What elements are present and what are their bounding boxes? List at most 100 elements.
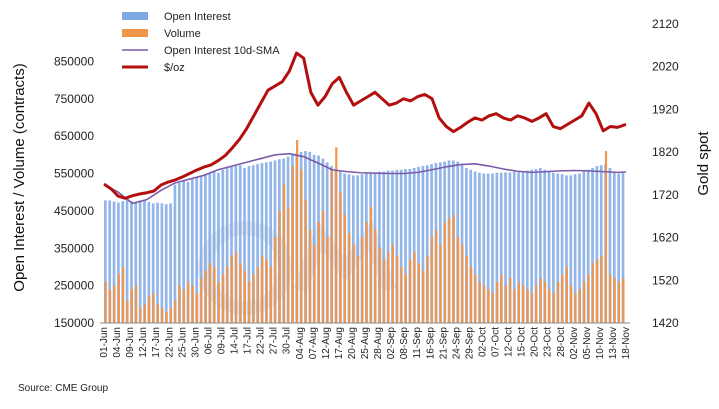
- open-interest-bar: [382, 171, 386, 323]
- open-interest-bar: [569, 175, 573, 323]
- x-tick-label: 07-Aug: [308, 327, 319, 359]
- y-left-tick-label: 450000: [54, 204, 94, 218]
- x-tick-label: 12-Oct: [504, 327, 515, 357]
- x-tick-label: 13-Nov: [608, 327, 619, 359]
- volume-bar: [352, 244, 355, 323]
- volume-bar: [448, 218, 451, 323]
- volume-bar: [374, 229, 377, 323]
- y-right-tick-label: 2120: [652, 17, 679, 31]
- volume-bar: [470, 266, 473, 323]
- open-interest-bar: [534, 169, 538, 323]
- open-interest-bar: [612, 171, 616, 323]
- volume-bar: [135, 285, 138, 323]
- volume-bar: [452, 214, 455, 323]
- volume-bar: [313, 244, 316, 323]
- open-interest-bar: [143, 199, 146, 323]
- volume-bar: [256, 266, 260, 323]
- open-interest-bar: [421, 166, 425, 323]
- volume-bar: [522, 285, 525, 323]
- axes: 150000 250000 350000 450000 550000 650000 7500…: [54, 17, 679, 359]
- open-interest-bar: [395, 169, 399, 323]
- open-interest-bar: [208, 173, 212, 323]
- volume-bar: [496, 281, 499, 323]
- volume-bar: [370, 207, 373, 323]
- open-interest-bar: [438, 162, 442, 323]
- volume-bar: [526, 289, 529, 323]
- x-tick-label: 09-Jul: [216, 327, 227, 354]
- volume-bar: [187, 281, 190, 323]
- y-right-tick-label: 1720: [652, 188, 679, 202]
- open-interest-bar: [247, 166, 251, 323]
- open-interest-bar: [225, 167, 229, 323]
- legend-swatch: [122, 29, 148, 37]
- x-tick-label: 22-Jun: [164, 327, 175, 358]
- open-interest-bar: [556, 173, 560, 323]
- y-left-tick-label: 850000: [54, 54, 94, 68]
- x-tick-label: 09-Jun: [125, 327, 136, 358]
- open-interest-bar: [251, 165, 255, 323]
- legend-swatch: [122, 12, 148, 20]
- volume-bar: [548, 289, 551, 323]
- open-interest-bar: [582, 171, 586, 323]
- open-interest-bar: [399, 169, 403, 323]
- volume-bar: [204, 270, 207, 323]
- volume-bar: [291, 166, 294, 323]
- volume-bar: [356, 255, 360, 323]
- open-interest-bar: [199, 175, 203, 323]
- open-interest-bar: [591, 167, 594, 323]
- x-tick-label: 12-Aug: [321, 327, 332, 359]
- x-tick-label: 27-Jul: [269, 327, 280, 354]
- volume-bar: [191, 285, 194, 323]
- open-interest-bar: [108, 200, 112, 323]
- x-tick-label: 05-Nov: [582, 327, 593, 359]
- volume-bar: [161, 308, 164, 323]
- open-interest-bar: [121, 201, 125, 323]
- y-left-tick-label: 350000: [54, 241, 94, 255]
- volume-bar: [530, 293, 534, 323]
- y-left-tick-label: 250000: [54, 279, 94, 293]
- volume-bar: [274, 237, 277, 323]
- volume-bar: [409, 259, 412, 323]
- volume-bar: [339, 192, 342, 323]
- x-tick-label: 08-Sep: [399, 327, 410, 360]
- open-interest-bar: [525, 170, 529, 323]
- volume-bar: [174, 300, 177, 323]
- y-axis-left-title: Open Interest / Volume (contracts): [11, 63, 28, 291]
- open-interest-bar: [408, 169, 412, 323]
- volume-bar: [561, 274, 564, 323]
- y-right-tick-label: 1420: [652, 316, 679, 330]
- open-interest-bar: [499, 172, 503, 323]
- volume-bar: [439, 244, 442, 323]
- open-interest-bar: [221, 169, 225, 323]
- x-tick-label: 12-Jun: [138, 327, 149, 358]
- volume-bar: [209, 263, 212, 323]
- volume-bar: [296, 139, 299, 323]
- open-interest-bar: [386, 170, 390, 323]
- open-interest-bar: [599, 165, 603, 323]
- open-interest-bar: [412, 167, 416, 323]
- open-interest-bar: [530, 169, 533, 323]
- x-tick-label: 14-Jul: [230, 327, 241, 354]
- open-interest-bar: [112, 201, 116, 323]
- volume-bar: [591, 263, 595, 323]
- open-interest-bar: [234, 166, 238, 323]
- volume-bar: [348, 233, 351, 323]
- x-tick-label: 16-Sep: [425, 327, 436, 360]
- volume-bar: [535, 285, 538, 323]
- x-tick-label: 29-Sep: [464, 327, 475, 360]
- open-interest-bar: [560, 174, 564, 323]
- open-interest-bar: [478, 172, 481, 323]
- x-tick-label: 28-Aug: [373, 327, 384, 359]
- volume-bar: [326, 237, 329, 323]
- open-interest-bar: [195, 177, 199, 323]
- volume-bar: [574, 293, 577, 323]
- source-note: Source: CME Group: [18, 383, 108, 394]
- x-tick-label: 21-Sep: [438, 327, 449, 360]
- x-tick-label: 02-Nov: [569, 327, 580, 359]
- volume-bar: [513, 289, 516, 323]
- volume-bar: [182, 289, 186, 323]
- open-interest-bar: [212, 171, 216, 323]
- volume-bar: [422, 270, 425, 323]
- open-interest-bar: [164, 204, 168, 323]
- open-interest-bar: [356, 175, 359, 323]
